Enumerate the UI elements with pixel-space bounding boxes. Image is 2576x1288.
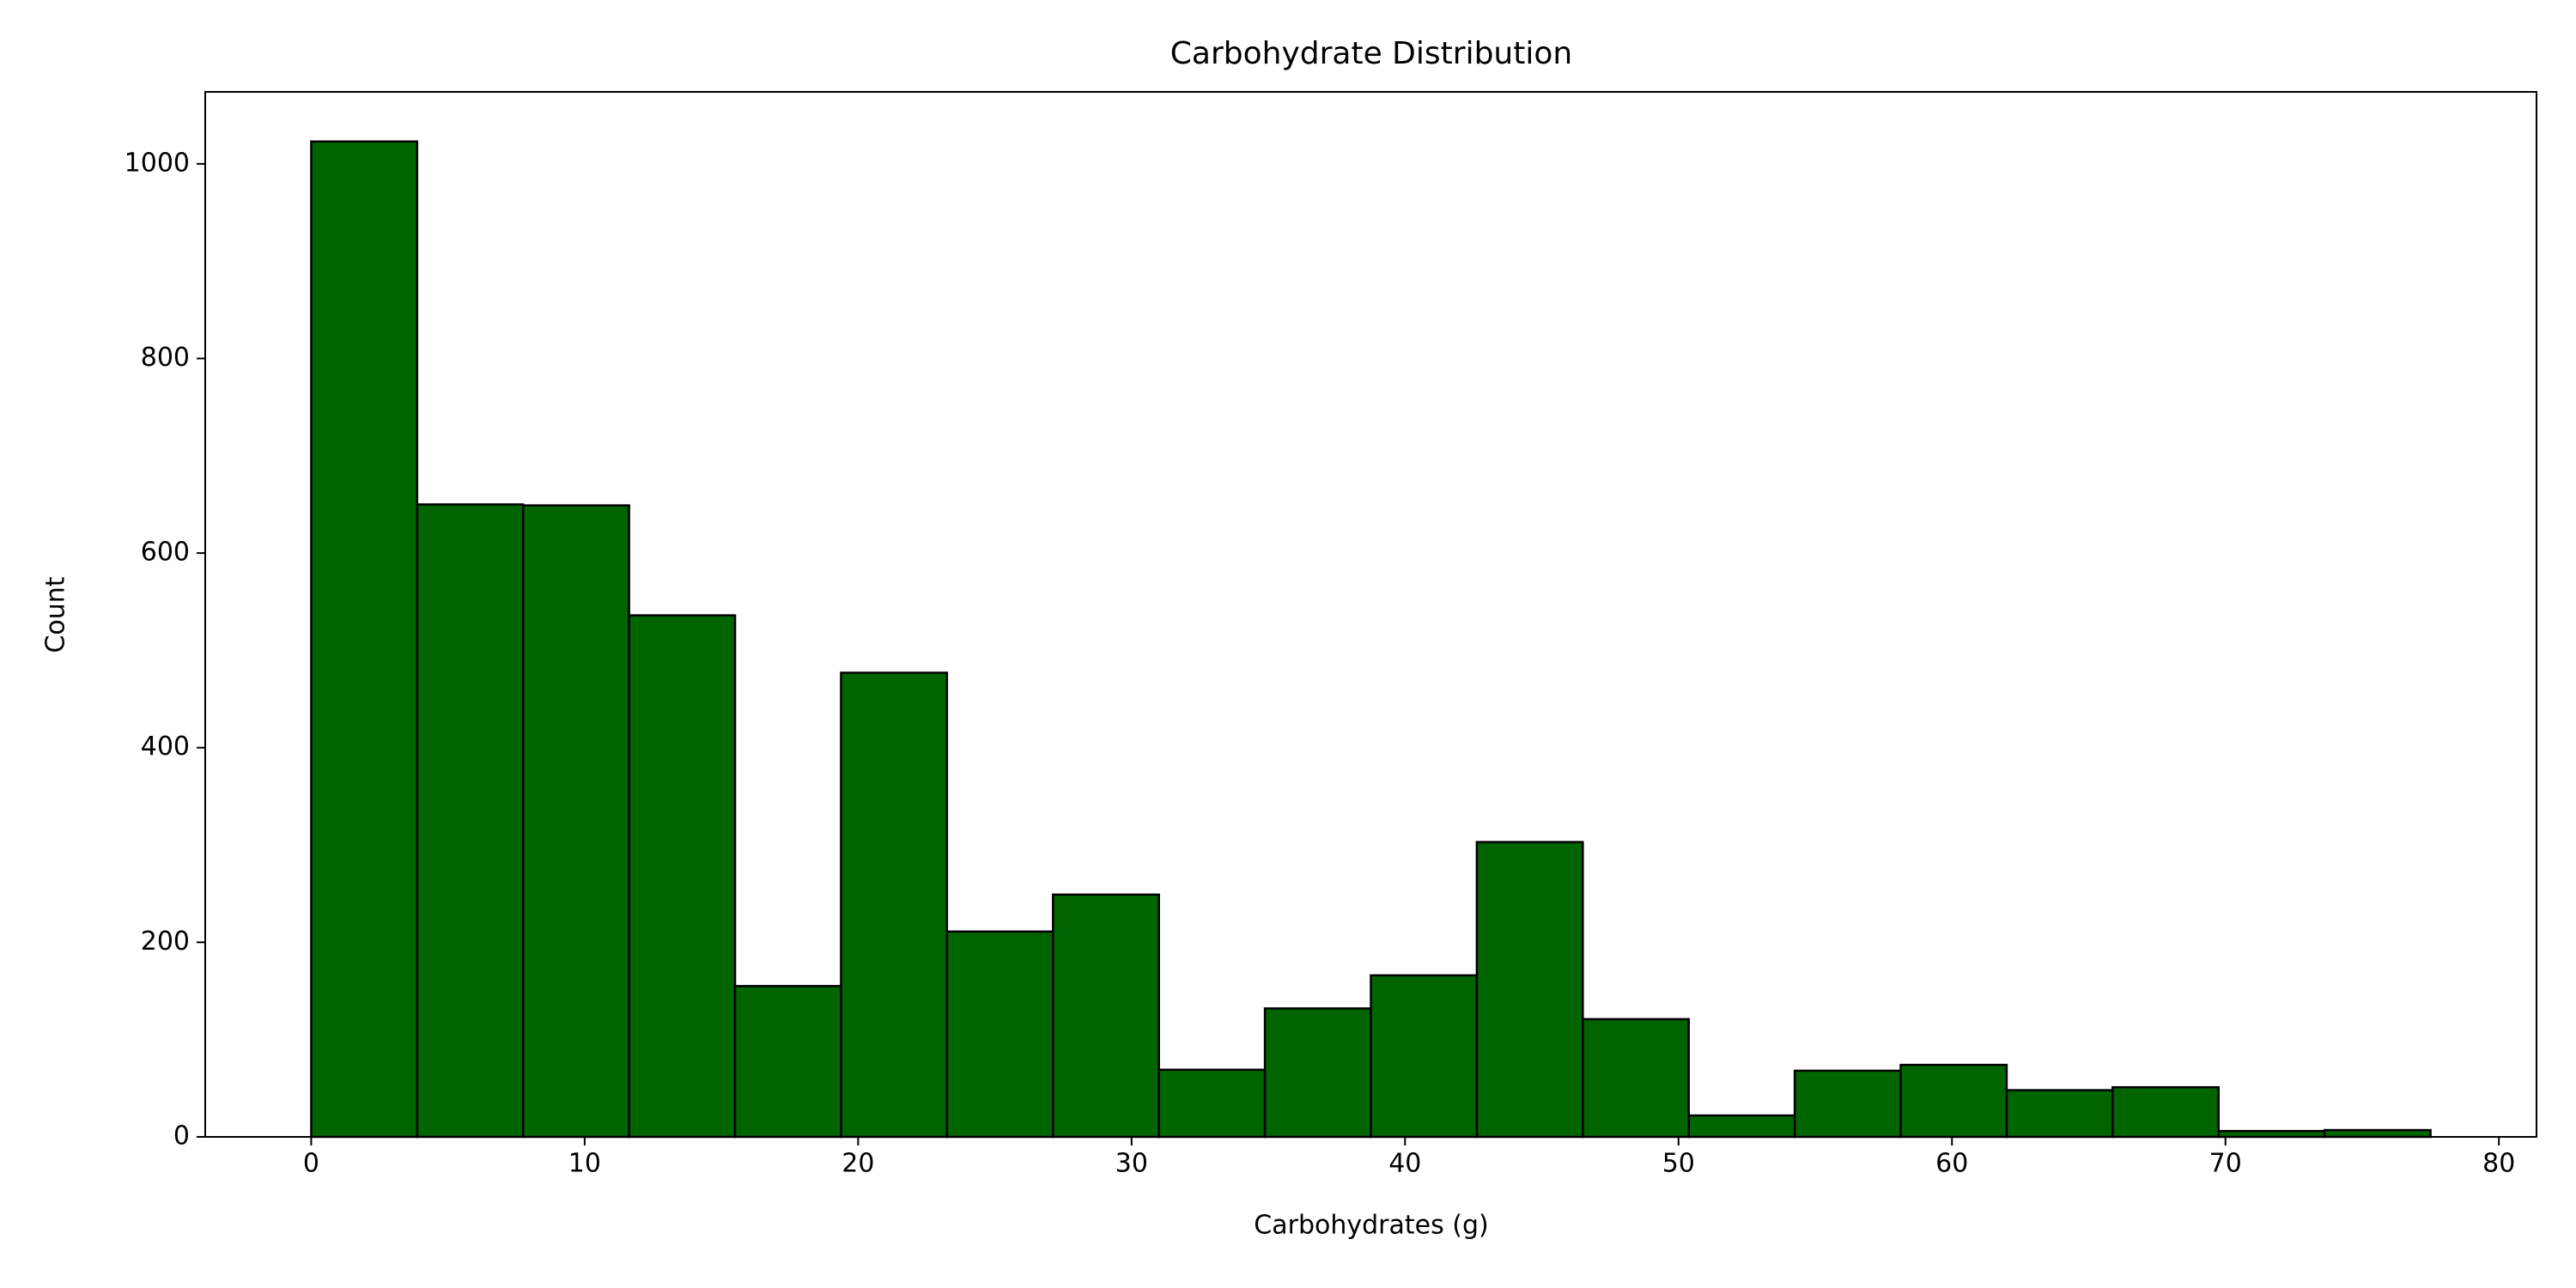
x-tick-label: 40 <box>1388 1149 1421 1179</box>
bar <box>416 503 525 1139</box>
chart-title: Carbohydrate Distribution <box>1170 36 1572 71</box>
x-tick-label: 80 <box>2482 1149 2515 1179</box>
bar <box>1793 1069 1902 1139</box>
bar <box>1370 974 1479 1139</box>
x-tick-label: 50 <box>1662 1149 1695 1179</box>
y-tick-label: 800 <box>141 343 190 373</box>
bar <box>1157 1068 1267 1139</box>
bar <box>2111 1085 2221 1139</box>
bar <box>2217 1129 2326 1139</box>
x-tick-label: 20 <box>841 1149 874 1179</box>
bar <box>733 985 842 1139</box>
bar <box>1687 1114 1796 1139</box>
x-tick-label: 60 <box>1935 1149 1968 1179</box>
bar <box>840 671 949 1139</box>
y-tick-label: 400 <box>141 732 190 762</box>
x-tick-label: 0 <box>303 1149 319 1179</box>
bar <box>310 140 419 1139</box>
bar <box>1263 1007 1372 1139</box>
bar <box>1052 893 1160 1139</box>
y-tick-label: 0 <box>173 1121 190 1151</box>
y-tick-label: 600 <box>141 538 190 568</box>
bar <box>945 930 1054 1139</box>
x-axis-label: Carbohydrates (g) <box>1254 1211 1488 1241</box>
bar <box>2005 1089 2114 1139</box>
bar <box>1582 1018 1690 1139</box>
bar <box>1899 1063 2008 1139</box>
bar <box>2323 1128 2432 1139</box>
x-tick-label: 30 <box>1115 1149 1148 1179</box>
x-tick-label: 10 <box>568 1149 601 1179</box>
x-tick-label: 70 <box>2209 1149 2242 1179</box>
y-axis-label: Count <box>41 576 71 653</box>
plot-frame <box>204 91 2537 1138</box>
bar <box>1475 841 1584 1139</box>
y-tick-label: 1000 <box>125 148 190 178</box>
bar <box>628 614 737 1139</box>
y-tick-label: 200 <box>141 927 190 957</box>
bar <box>521 504 630 1139</box>
